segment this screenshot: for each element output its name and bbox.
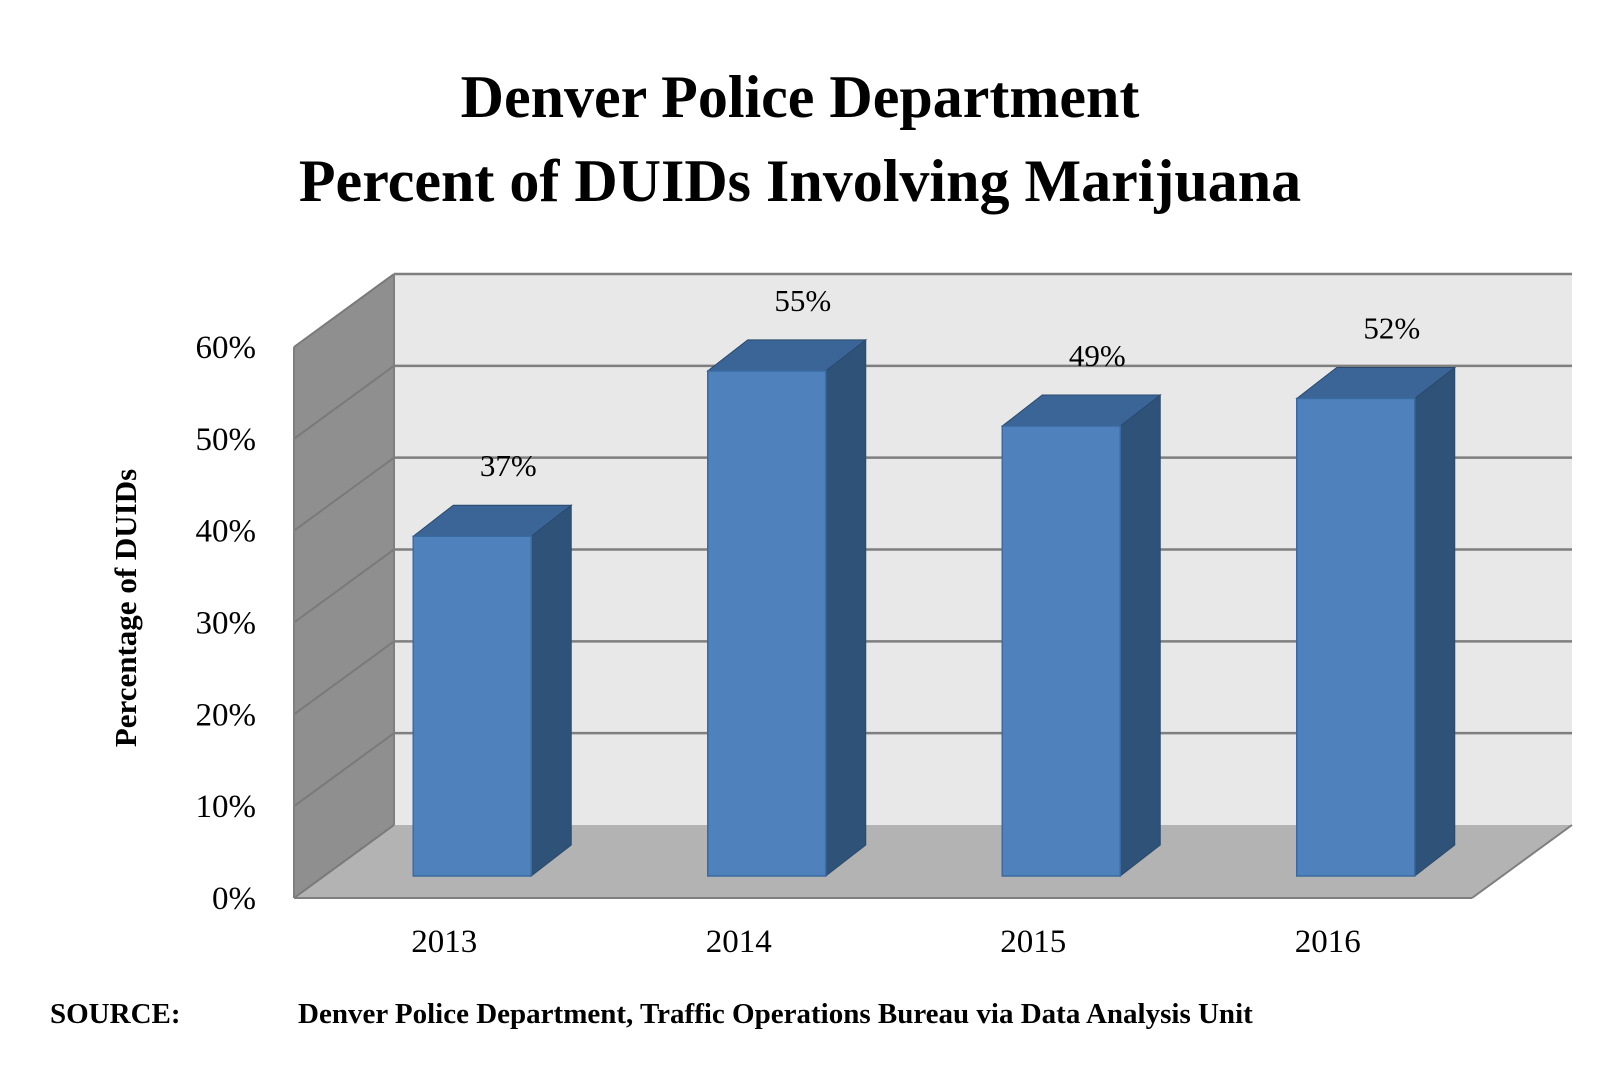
bar — [1001, 425, 1121, 877]
y-tick-label: 20% — [196, 697, 257, 733]
data-labels: 37% 55% 49% 52% — [480, 283, 1420, 483]
bar — [412, 535, 532, 877]
chart-title-line-2: Percent of DUIDs Involving Marijuana — [298, 148, 1302, 214]
x-tick-label: 2015 — [1000, 924, 1066, 960]
gridline-side — [293, 640, 395, 716]
y-tick-label: 30% — [196, 606, 257, 642]
x-tick-label: 2014 — [706, 924, 772, 960]
bar-side — [530, 504, 572, 878]
floor — [294, 825, 1572, 898]
chart-title: Denver Police Department Percent of DUID… — [0, 55, 1600, 223]
y-tick-label: 60% — [196, 330, 257, 366]
bar-side — [1414, 366, 1456, 878]
y-tick-label: 10% — [196, 789, 257, 825]
bar-2016 — [1295, 366, 1457, 878]
y-axis-ticks: 0% 10% 20% 30% 40% 50% 60% — [196, 330, 257, 917]
x-axis-ticks: 2013 2014 2015 2016 — [411, 924, 1361, 960]
source-label: SOURCE: — [50, 998, 181, 1030]
source-text: Denver Police Department, Traffic Operat… — [298, 998, 1253, 1030]
data-label: 55% — [774, 283, 831, 318]
bar-side — [825, 338, 867, 878]
gridline-side — [293, 732, 395, 807]
y-axis-label: Percentage of DUIDs — [108, 469, 143, 747]
bar-2013 — [411, 504, 573, 878]
x-tick-label: 2013 — [411, 924, 477, 960]
bar-2014 — [706, 338, 868, 878]
y-tick-label: 0% — [212, 881, 256, 917]
y-tick-label: 40% — [196, 514, 257, 550]
gridline-side — [293, 365, 395, 440]
gridline-side — [293, 456, 395, 532]
gridline-side — [293, 824, 395, 899]
data-label: 52% — [1363, 310, 1420, 345]
y-tick-label: 50% — [196, 422, 257, 458]
gridline-side — [293, 548, 395, 624]
bar-side — [1119, 393, 1161, 878]
chart-title-line-1: Denver Police Department — [460, 64, 1140, 130]
x-tick-label: 2016 — [1295, 924, 1361, 960]
bar — [707, 370, 827, 877]
floor-edge — [1471, 824, 1573, 899]
data-label: 37% — [480, 448, 537, 483]
data-label: 49% — [1069, 338, 1126, 373]
bar-2015 — [1000, 393, 1162, 878]
bars — [411, 338, 1457, 878]
gridline-side — [293, 273, 395, 348]
bar — [1296, 397, 1416, 877]
